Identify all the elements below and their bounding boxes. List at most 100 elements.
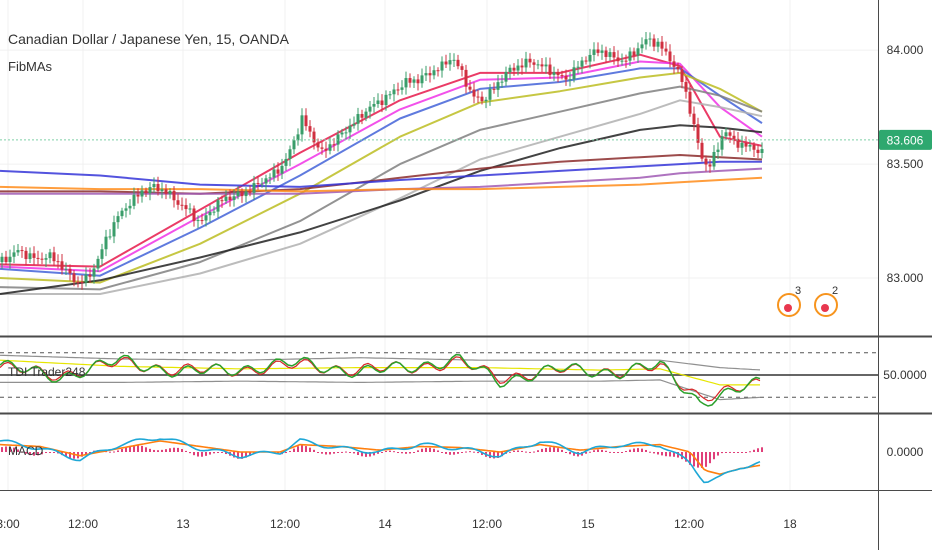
candle-body <box>68 268 72 274</box>
candle-body <box>160 189 164 192</box>
candle-body <box>164 189 168 194</box>
candle-body <box>420 75 424 84</box>
candle-body <box>520 65 524 68</box>
macd-histogram-bar <box>525 451 527 453</box>
candle-body <box>640 44 644 49</box>
macd-histogram-bar <box>289 451 291 453</box>
candle-body <box>532 62 536 65</box>
macd-histogram-bar <box>149 448 151 452</box>
macd-histogram-bar <box>509 451 511 453</box>
macd-histogram-bar <box>461 452 463 453</box>
candle-body <box>36 257 40 259</box>
macd-histogram-bar <box>13 447 15 452</box>
candle-body <box>152 184 156 188</box>
candle-body <box>424 73 428 76</box>
macd-histogram-bar <box>721 452 723 454</box>
symbol-title: Canadian Dollar / Japanese Yen, 15, OAND… <box>8 31 290 47</box>
macd-histogram-bar <box>521 450 523 452</box>
macd-histogram-bar <box>89 452 91 453</box>
candle-body <box>476 96 480 98</box>
time-axis-tick: 18 <box>783 517 797 531</box>
candle-body <box>596 49 600 53</box>
macd-histogram-bar <box>193 452 195 456</box>
candle-body <box>28 253 32 260</box>
macd-histogram-bar <box>633 448 635 452</box>
macd-histogram-bar <box>609 451 611 453</box>
macd-histogram-bar <box>205 452 207 456</box>
candle-body <box>700 142 704 159</box>
candle-body <box>684 81 688 92</box>
macd-histogram-bar <box>333 452 335 454</box>
macd-histogram-bar <box>337 452 339 453</box>
candle-body <box>732 135 736 139</box>
candle-body <box>536 64 540 66</box>
macd-histogram-bar <box>625 451 627 453</box>
candle-body <box>492 88 496 90</box>
candle-body <box>324 148 328 151</box>
candle-body <box>628 51 632 61</box>
macd-histogram-bar <box>25 452 27 454</box>
moving-average-line <box>0 160 762 188</box>
macd-histogram-bar <box>645 449 647 452</box>
candle-body <box>356 114 360 124</box>
event-badge-2[interactable]: 2 <box>814 285 838 317</box>
macd-line <box>0 438 761 484</box>
candle-body <box>220 200 224 202</box>
candle-body <box>156 184 160 192</box>
macd-histogram-bar <box>641 448 643 452</box>
candle-body <box>604 50 608 57</box>
candle-body <box>140 190 144 197</box>
candle-body <box>320 147 324 149</box>
macd-histogram-bar <box>197 452 199 457</box>
candle-body <box>624 60 628 62</box>
candle-body <box>204 215 208 221</box>
candle-body <box>512 67 516 71</box>
macd-histogram-bar <box>497 452 499 458</box>
candle-body <box>172 190 176 201</box>
candle-body <box>20 250 24 252</box>
candle-body <box>748 145 752 147</box>
macd-histogram-bar <box>373 452 375 456</box>
macd-histogram-bar <box>689 452 691 465</box>
candle-body <box>564 75 568 80</box>
macd-histogram-bar <box>657 452 659 455</box>
candle-body <box>376 100 380 104</box>
candle-body <box>12 252 16 257</box>
candle-body <box>360 114 364 118</box>
macd-histogram-bar <box>81 452 83 457</box>
candle-body <box>368 106 372 112</box>
macd-histogram-bar <box>717 452 719 456</box>
macd-histogram-bar <box>213 452 215 454</box>
macd-histogram-bar <box>705 452 707 467</box>
candle-body <box>548 64 552 75</box>
macd-histogram-bar <box>545 447 547 452</box>
macd-histogram-bar <box>245 452 247 458</box>
macd-histogram-bar <box>413 452 415 453</box>
macd-histogram-bar <box>309 447 311 452</box>
macd-histogram-bar <box>469 451 471 453</box>
candle-body <box>572 67 576 80</box>
tdi-upper-band <box>0 354 761 371</box>
candle-body <box>188 208 192 210</box>
event-badge-1[interactable]: 3 <box>777 285 801 317</box>
candle-body <box>612 52 616 58</box>
candle-body <box>432 70 436 76</box>
macd-histogram-bar <box>49 452 51 453</box>
macd-histogram-bar <box>385 450 387 452</box>
macd-label: MACD <box>8 444 44 458</box>
macd-histogram-bar <box>29 452 31 456</box>
macd-histogram-bar <box>761 447 763 452</box>
tdi-price-line <box>0 353 761 407</box>
candle-body <box>308 126 312 132</box>
candle-body <box>180 204 184 206</box>
macd-histogram-bar <box>361 452 363 457</box>
price-axis-tick: 84.000 <box>887 43 924 57</box>
macd-histogram-bar <box>353 452 355 454</box>
macd-histogram-bar <box>165 449 167 452</box>
macd-histogram-bar <box>377 452 379 454</box>
macd-histogram-bar <box>661 452 663 456</box>
candle-body <box>24 250 28 260</box>
macd-histogram-bar <box>425 447 427 452</box>
candle-body <box>252 183 256 193</box>
candle-body <box>620 60 624 62</box>
